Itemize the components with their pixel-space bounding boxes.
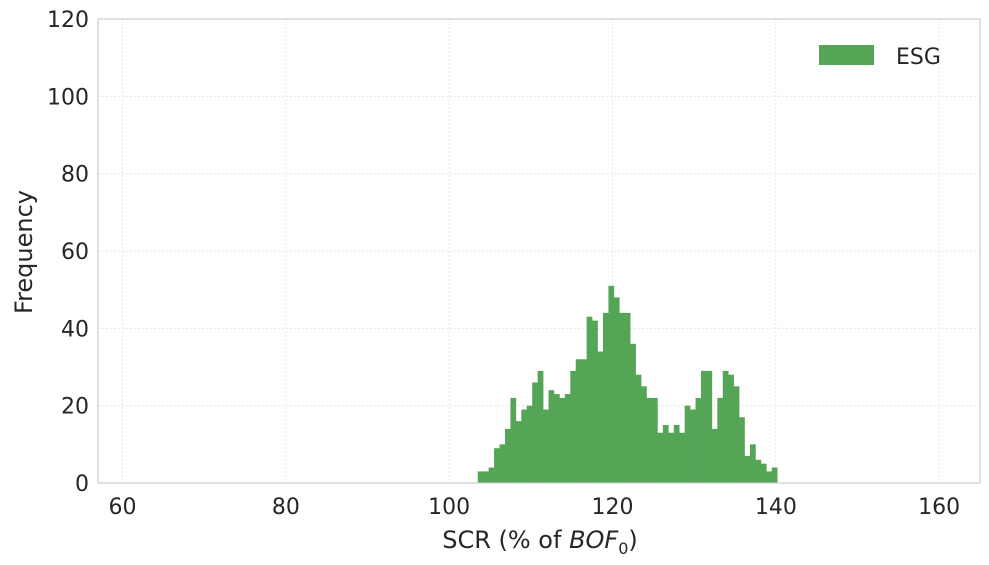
histogram-bar [602,312,609,483]
histogram-bar [592,320,598,483]
histogram-bar [488,467,495,483]
histogram-bar [521,409,528,483]
histogram-bar [543,409,549,483]
histogram-bar [690,409,696,483]
histogram-bar [706,370,713,483]
legend-swatch-esg [819,45,874,65]
histogram-bar [739,417,745,483]
y-tick-label: 100 [47,85,89,110]
plot-frame [97,18,981,484]
x-axis-label-close: ) [628,526,637,554]
histogram-bar [537,370,544,483]
y-tick-label: 20 [61,395,89,420]
histogram-bar [651,397,658,483]
histogram-bar [586,316,593,483]
histogram-bar [532,382,538,483]
histogram-bar [570,370,577,483]
histogram-bar [760,463,767,483]
legend-label-esg: ESG [896,45,941,70]
histogram-bar [526,405,533,483]
histogram-bar [515,421,522,483]
histogram-bar [771,467,778,483]
x-axis-label-italic: BOF [569,526,619,554]
x-tick-label: 120 [592,495,634,520]
histogram-bar [613,297,620,483]
histogram-bar [494,448,500,483]
histogram-bar [597,351,604,483]
x-tick-label: 80 [272,495,300,520]
histogram-bar [559,397,566,483]
y-tick-label: 0 [75,472,89,497]
histogram-bars [477,285,778,483]
histogram-bar [684,405,691,483]
histogram-bar [662,425,669,483]
x-tick-label: 160 [918,495,960,520]
x-axis-label: SCR (% of BOF0) [442,526,638,558]
histogram-bar [744,455,751,483]
legend: ESG [819,45,941,70]
histogram-bar [722,370,729,483]
y-tick-label: 120 [47,8,89,33]
histogram-bar [499,444,506,483]
histogram-bar [717,397,724,483]
histogram-bar [635,374,642,483]
histogram-bar [657,432,664,483]
histogram-bar [766,471,773,483]
x-tick-label: 140 [755,495,797,520]
histogram-bar [575,359,582,483]
y-tick-label: 40 [61,317,89,342]
histogram-bar [695,397,702,483]
histogram-bar [641,386,647,483]
histogram-bar [564,394,571,483]
x-tick-label: 60 [109,495,137,520]
x-tick-labels: 60 80 100 120 140 160 [109,495,961,520]
histogram-bar [630,343,636,483]
y-axis-label: Frequency [10,190,38,314]
histogram-bar [646,397,653,483]
histogram-bar [679,432,685,483]
histogram-bar [711,428,718,483]
histogram-bar [624,312,631,483]
histogram-bar [668,432,675,483]
histogram-bar [548,390,555,483]
y-tick-labels: 0 20 40 60 80 100 120 [47,8,89,497]
histogram-bar [673,425,680,483]
histogram-bar [504,428,511,483]
x-axis-label-main: SCR (% of [442,526,569,554]
x-axis-label-subscript: 0 [618,539,628,558]
histogram-bar [477,471,484,483]
histogram-bar [755,459,762,483]
histogram-bar [581,359,587,483]
histogram-bar [553,394,560,483]
y-tick-label: 60 [61,240,89,265]
histogram-bar [749,444,756,483]
histogram-bar [728,374,734,483]
histogram-bar [700,370,707,483]
y-tick-label: 80 [61,163,89,188]
histogram-bar [608,285,615,483]
histogram-bar [733,386,740,483]
histogram-bar [619,312,626,483]
histogram-bar [510,397,517,483]
histogram-bar [483,471,489,483]
x-tick-label: 100 [428,495,470,520]
